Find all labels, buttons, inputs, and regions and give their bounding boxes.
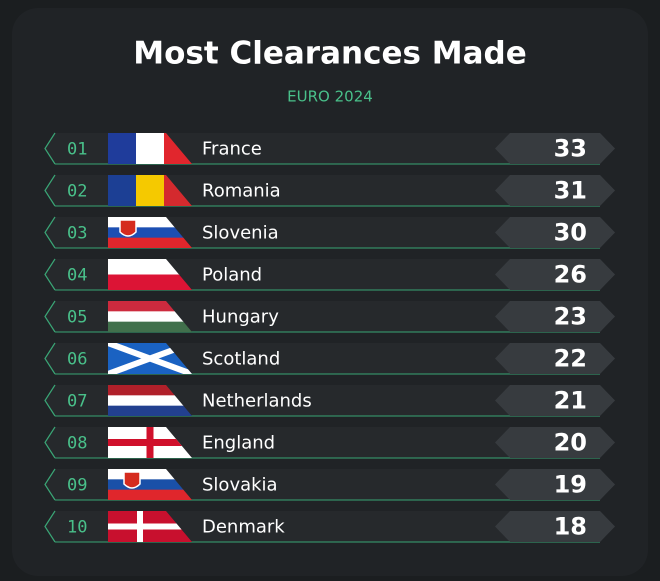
row: 07 Netherlands 21 [44,384,615,417]
row: 03 Slovenia 30 [44,216,615,249]
value: 33 [554,135,587,163]
value: 21 [554,387,587,415]
row-edge [44,174,56,207]
flag-stripe [136,175,165,206]
row-edge [44,300,56,333]
country: Romania [202,181,281,202]
country: France [202,139,262,160]
flag-shield [119,219,137,237]
value-box [495,259,615,290]
row-edge [44,258,56,291]
flag [108,511,192,542]
row-bar [45,469,615,500]
value: 18 [554,513,587,541]
flag-stripe [108,321,192,332]
row-edge [44,384,56,417]
value-box [495,469,615,500]
row: 10 Denmark 18 [44,510,615,543]
value-box [495,175,615,206]
row-bar [45,343,615,374]
row-bar [45,511,615,542]
rank: 04 [67,266,87,286]
value: 19 [554,471,587,499]
country: Slovakia [202,475,278,496]
row-bar [45,259,615,290]
rank: 05 [67,308,87,328]
flag-stripe [108,469,192,480]
value: 20 [554,429,587,457]
title: Most Clearances Made [133,36,526,72]
row-edge [44,468,56,501]
value: 26 [554,261,587,289]
row-edge [44,132,56,165]
row-bar [45,301,615,332]
rank: 10 [67,518,87,538]
country: Hungary [202,307,279,328]
value: 22 [554,345,587,373]
value-box [495,133,615,164]
value: 23 [554,303,587,331]
row-edge [44,216,56,249]
flag-stripe [108,237,192,248]
flag-stripe [108,217,192,228]
rank: 09 [67,476,87,496]
flag [108,385,192,416]
subtitle: EURO 2024 [287,88,373,106]
flag [108,469,192,500]
value-box [495,217,615,248]
value-box [495,343,615,374]
flag [108,301,192,332]
row-bar [45,217,615,248]
rank: 07 [67,392,87,412]
flag-cross [108,439,192,446]
country: Scotland [202,349,280,370]
row: 08 England 20 [44,426,615,459]
value-box [495,511,615,542]
rank: 08 [67,434,87,454]
value-box [495,385,615,416]
row-bar [45,385,615,416]
flag-stripe [108,274,192,290]
rank: 06 [67,350,87,370]
row-edge [44,342,56,375]
flag-stripe [108,227,192,239]
row: 09 Slovakia 19 [44,468,615,501]
rank: 03 [67,224,87,244]
flag-stripe [108,175,137,206]
flag-stripe [108,311,192,323]
flag-stripe [108,479,192,491]
value-box [495,427,615,458]
flag-stripe [108,395,192,407]
rank: 01 [67,140,87,160]
flag-stripe [136,133,165,164]
value: 31 [554,177,587,205]
row-bar [45,427,615,458]
flag-cross [108,523,192,530]
row-edge [44,510,56,543]
value-box [495,301,615,332]
row: 02 Romania 31 [44,174,615,207]
flag-stripe [108,385,192,396]
row: 01 France 33 [44,132,615,165]
value: 30 [554,219,587,247]
row-bar [45,133,615,164]
flag-stripe [108,489,192,500]
country: Slovenia [202,223,279,244]
row: 06 Scotland 22 [44,342,615,375]
flag-stripe [108,301,192,312]
row-bar [45,175,615,206]
rank: 02 [67,182,87,202]
flag-stripe [108,133,137,164]
country: Netherlands [202,391,312,412]
flag-shield [123,471,141,489]
flag [108,217,192,248]
row: 05 Hungary 23 [44,300,615,333]
row: 04 Poland 26 [44,258,615,291]
country: England [202,433,275,454]
flag-stripe [108,405,192,416]
country: Denmark [202,517,285,538]
country: Poland [202,265,262,286]
row-edge [44,426,56,459]
